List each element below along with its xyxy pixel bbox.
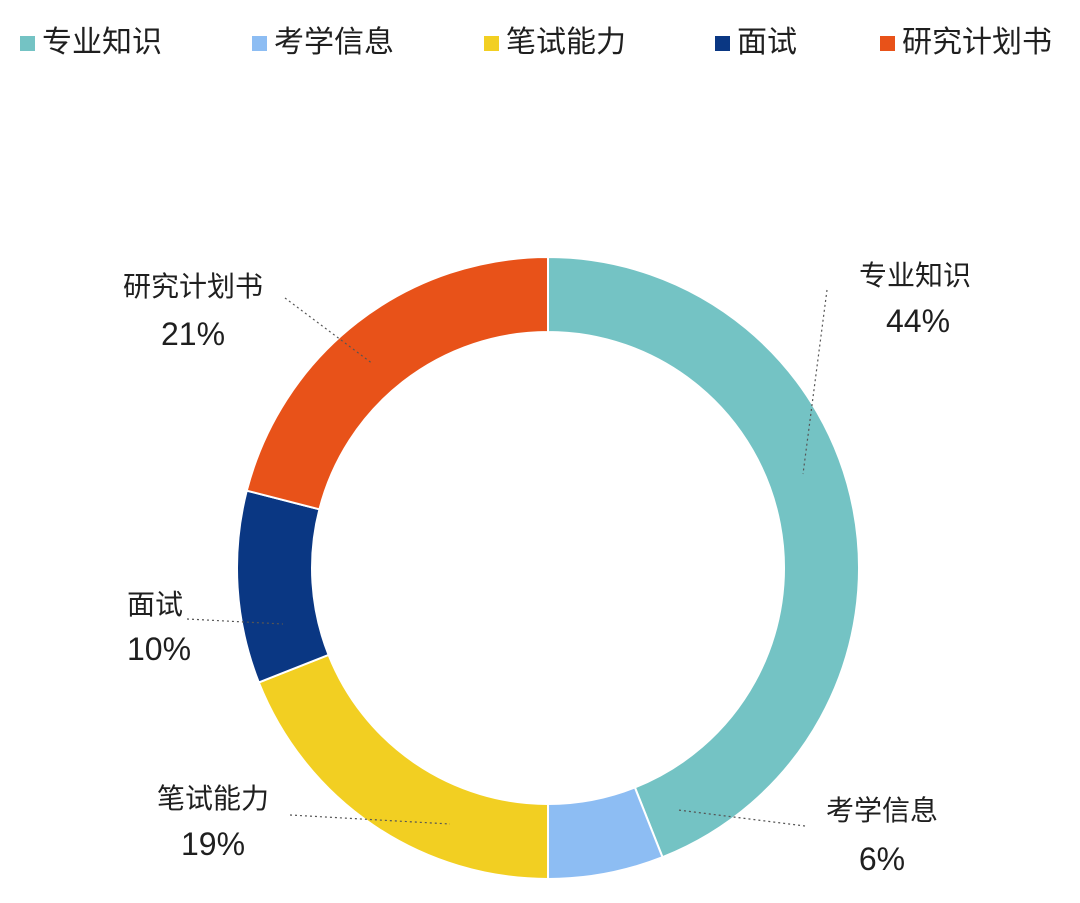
legend-item-interview: 面试 [715, 18, 797, 68]
legend-item-exam-info: 考学信息 [252, 18, 394, 68]
data-label-category-professional-knowledge: 专业知识 [859, 259, 971, 292]
chart-legend: 专业知识 考学信息 笔试能力 面试 研究计划书 [0, 18, 1080, 68]
donut-slices [236, 255, 860, 881]
data-label-value-professional-knowledge: 44% [886, 303, 950, 339]
legend-item-written-test: 笔试能力 [484, 18, 626, 68]
legend-label: 笔试能力 [506, 25, 626, 60]
data-label-value-interview: 10% [127, 631, 191, 667]
data-label-value-research-plan: 21% [161, 316, 225, 352]
legend-swatch [20, 35, 35, 51]
data-label-category-research-plan: 研究计划书 [123, 270, 263, 303]
slice-professional-knowledge [547, 255, 860, 859]
legend-label: 考学信息 [274, 25, 394, 60]
legend-swatch [484, 35, 499, 51]
label-leader-lines [186, 289, 828, 827]
legend-swatch [880, 35, 895, 51]
leader-line-professional-knowledge [802, 289, 828, 475]
slice-interview [236, 489, 330, 684]
legend-label: 专业知识 [42, 25, 162, 60]
data-label-category-exam-info: 考学信息 [826, 794, 938, 827]
legend-label: 研究计划书 [902, 25, 1052, 60]
data-label-category-written-test: 笔试能力 [157, 782, 269, 815]
leader-line-interview [186, 618, 284, 625]
legend-swatch [252, 35, 267, 51]
legend-swatch [715, 35, 730, 51]
slice-written-test [257, 653, 549, 881]
slice-research-plan [245, 255, 549, 511]
data-labels: 专业知识 44% 考学信息 6% 笔试能力 19% 面试 10% 研究计划书 21% [123, 259, 971, 877]
legend-label: 面试 [737, 25, 797, 60]
data-label-category-interview: 面试 [127, 588, 183, 621]
leader-line-exam-info [677, 809, 806, 827]
data-label-value-exam-info: 6% [859, 841, 905, 877]
leader-line-research-plan [284, 297, 374, 365]
data-label-value-written-test: 19% [181, 826, 245, 862]
leader-line-written-test [289, 814, 451, 825]
legend-item-professional-knowledge: 专业知识 [20, 18, 162, 68]
legend-item-research-plan: 研究计划书 [880, 18, 1052, 68]
